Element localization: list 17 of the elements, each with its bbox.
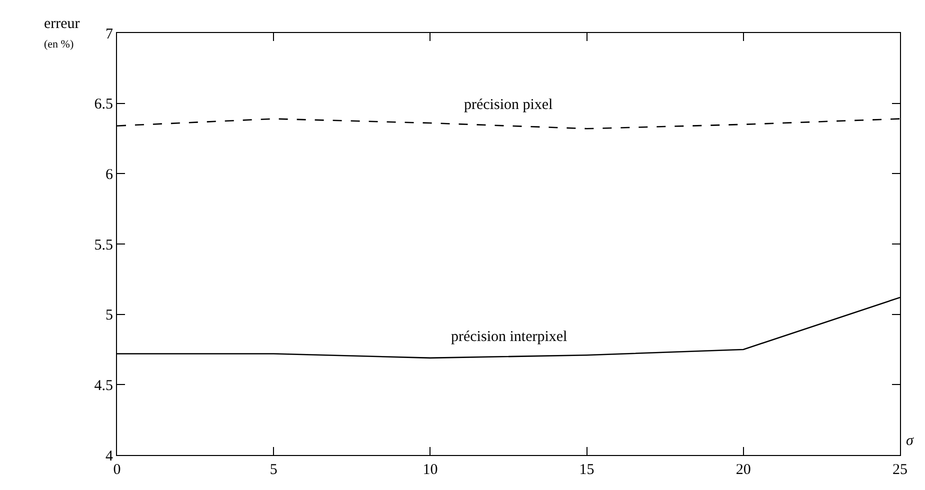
x-axis-title: σ [906,433,914,449]
y-tick-label: 4.5 [94,378,113,394]
x-tick-label: 0 [113,462,121,478]
x-tick-label: 20 [736,462,751,478]
x-tick-label: 25 [892,462,908,478]
series-label: précision pixel [464,97,553,113]
x-tick-label: 10 [422,462,438,478]
y-axis-title: erreur (en %) [44,16,80,50]
x-tick-label: 5 [270,462,278,478]
series-label: précision interpixel [451,329,568,345]
y-tick-label: 6 [106,166,114,183]
y-tick-label: 7 [106,26,114,42]
y-tick-label: 5 [106,308,113,324]
y-tick-label: 6.5 [94,96,113,113]
x-tick-label: 15 [579,462,594,478]
y-tick-label: 5.5 [94,237,113,254]
y-tick-label: 4 [106,448,114,464]
